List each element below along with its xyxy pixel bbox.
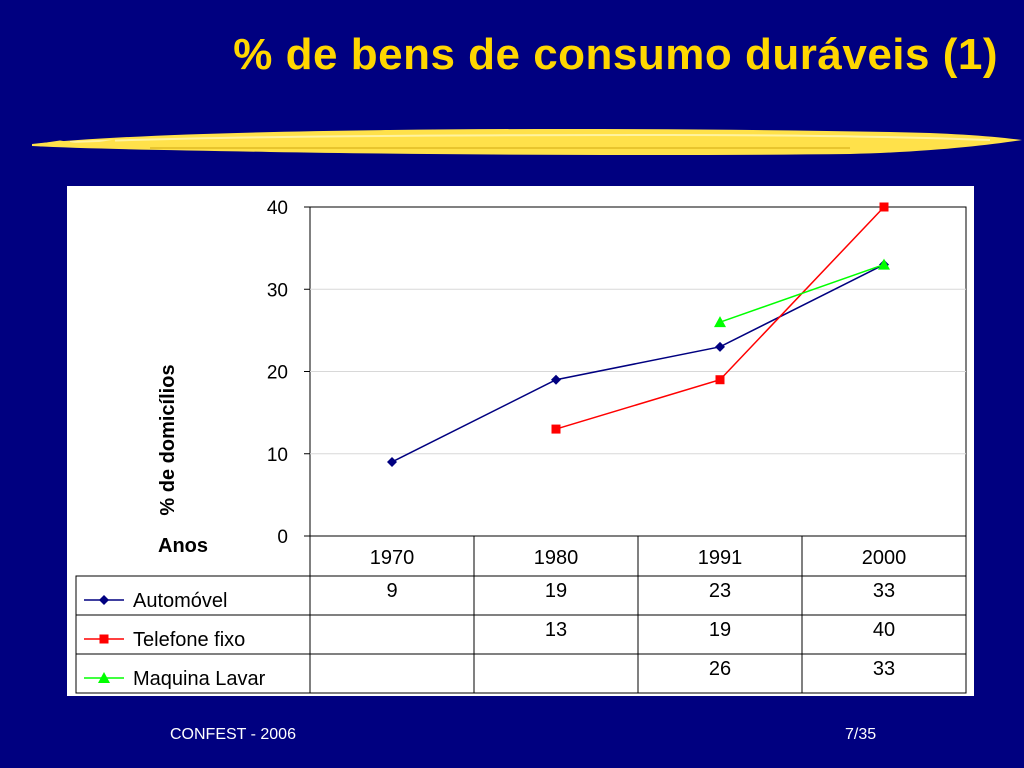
y-tick-label: 10 xyxy=(267,445,288,466)
table-value: 13 xyxy=(545,619,567,641)
table-value: 19 xyxy=(545,580,567,602)
data-point-1 xyxy=(551,424,561,434)
y-tick-label: 30 xyxy=(267,280,288,301)
x-tick-label: 1970 xyxy=(370,547,415,569)
data-point-2 xyxy=(714,316,726,328)
chart-panel: 0 10 20 30 40% de domicílios Anos 1970 1980 1991… xyxy=(67,186,974,696)
table-value: 26 xyxy=(709,658,731,680)
legend-key-marker xyxy=(98,672,110,683)
data-point-2 xyxy=(878,258,890,270)
legend-label: Automóvel xyxy=(133,590,228,612)
data-point-0 xyxy=(715,341,725,352)
y-tick-label: 40 xyxy=(267,198,288,219)
series-line-0 xyxy=(391,263,885,463)
x-tick-label: 1980 xyxy=(534,547,579,569)
slide-title: % de bens de consumo duráveis (1) xyxy=(233,30,998,79)
legend-key-marker xyxy=(99,634,109,644)
y-tick-label: 20 xyxy=(267,363,288,384)
table-body-border xyxy=(75,575,967,694)
data-point-1 xyxy=(879,202,889,212)
y-axis-label: % de domicílios xyxy=(157,364,179,515)
data-point-0 xyxy=(387,456,397,467)
legend-key-marker xyxy=(99,595,109,605)
x-tick-label: 1991 xyxy=(698,547,743,569)
table-value: 23 xyxy=(709,580,731,602)
yellow-brush-stroke xyxy=(32,128,1022,156)
x-tick-label: 2000 xyxy=(862,547,907,569)
table-value: 19 xyxy=(709,619,731,641)
table-value: 40 xyxy=(873,619,895,641)
table-value: 33 xyxy=(873,580,895,602)
legend-label: Telefone fixo xyxy=(133,629,245,651)
y-tick-label: 0 xyxy=(277,527,288,548)
footer-conference: CONFEST - 2006 xyxy=(170,726,296,743)
series-line-2 xyxy=(719,263,885,323)
data-point-0 xyxy=(551,374,561,385)
footer-page-number: 7/35 xyxy=(845,726,877,743)
table-value: 9 xyxy=(386,580,397,602)
table-value: 33 xyxy=(873,658,895,680)
data-point-1 xyxy=(715,375,725,385)
x-axis-label: Anos xyxy=(158,535,208,557)
legend-label: Maquina Lavar xyxy=(133,668,266,690)
